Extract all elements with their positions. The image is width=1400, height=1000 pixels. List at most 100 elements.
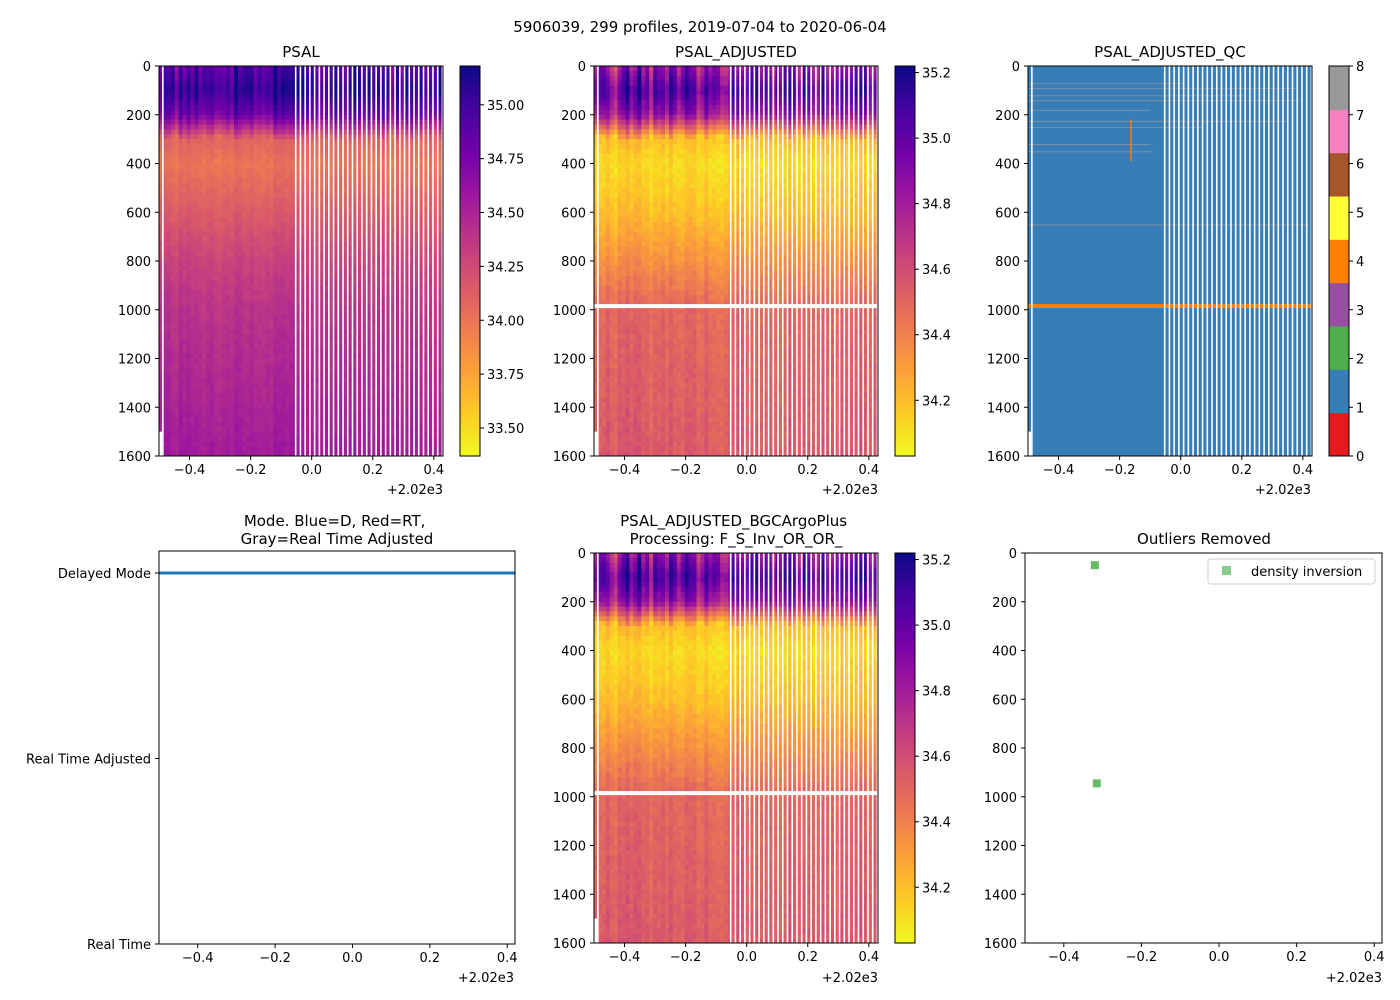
heat-cell bbox=[237, 265, 243, 272]
heat-cell bbox=[257, 153, 263, 160]
heat-cell bbox=[245, 251, 251, 257]
heat-cell bbox=[253, 85, 259, 91]
heat-cell bbox=[162, 324, 168, 330]
heat-cell bbox=[261, 363, 267, 369]
heat-cell bbox=[214, 290, 219, 296]
heat-cell bbox=[356, 178, 361, 184]
heat-cell bbox=[324, 256, 330, 262]
heat-cell bbox=[222, 163, 227, 169]
heat-cell bbox=[162, 114, 168, 121]
heat-cell bbox=[265, 426, 271, 433]
heat-cell bbox=[328, 339, 334, 345]
heat-cell bbox=[222, 246, 227, 252]
heat-cell bbox=[198, 304, 203, 311]
heat-cell bbox=[269, 207, 274, 213]
heat-cell bbox=[324, 392, 330, 399]
heat-cell bbox=[320, 441, 326, 447]
heat-cell bbox=[257, 80, 263, 87]
heat-cell bbox=[375, 368, 381, 374]
heat-cell bbox=[281, 173, 286, 179]
heat-cell bbox=[324, 363, 330, 369]
heat-cell bbox=[324, 183, 330, 189]
heat-cell bbox=[277, 202, 282, 208]
heat-cell bbox=[368, 217, 373, 223]
heat-cell bbox=[301, 373, 306, 379]
heat-cell bbox=[277, 334, 282, 340]
heat-cell bbox=[230, 368, 235, 374]
heat-cell bbox=[348, 114, 353, 121]
heat-cell bbox=[348, 348, 353, 355]
heat-cell bbox=[269, 187, 274, 194]
heat-cell bbox=[356, 387, 361, 394]
heat-cell bbox=[332, 100, 338, 106]
heat-cell bbox=[273, 197, 278, 204]
heat-cell bbox=[328, 222, 334, 228]
heat-cell bbox=[210, 300, 215, 306]
heat-cell bbox=[344, 358, 349, 364]
heat-cell bbox=[174, 197, 180, 204]
heat-cell bbox=[344, 270, 349, 277]
heat-cell bbox=[214, 304, 219, 311]
heat-cell bbox=[301, 129, 306, 135]
heat-cell bbox=[178, 451, 184, 456]
heat-cell bbox=[368, 173, 373, 179]
heat-cell bbox=[277, 66, 282, 72]
heat-cell bbox=[178, 144, 184, 150]
heat-cell bbox=[233, 178, 239, 184]
heat-cell bbox=[344, 314, 349, 321]
heat-cell bbox=[253, 270, 259, 277]
heat-cell bbox=[277, 173, 282, 179]
heat-cell bbox=[178, 334, 184, 340]
heat-cell bbox=[301, 256, 306, 262]
heat-cell bbox=[269, 197, 274, 204]
heat-cell bbox=[348, 80, 353, 87]
heat-cell bbox=[226, 168, 231, 174]
heat-cell bbox=[304, 314, 310, 321]
heat-cell bbox=[249, 80, 255, 87]
heat-cell bbox=[352, 217, 357, 223]
heat-cell bbox=[379, 358, 385, 364]
heat-cell bbox=[166, 421, 172, 428]
heat-cell bbox=[285, 158, 290, 165]
heat-cell bbox=[301, 85, 306, 91]
heat-cell bbox=[241, 265, 247, 272]
heat-cell bbox=[304, 446, 310, 452]
heat-cell bbox=[226, 343, 231, 350]
heat-cell bbox=[194, 426, 200, 433]
heat-cell bbox=[265, 105, 271, 111]
heat-cell bbox=[265, 124, 271, 130]
heat-cell bbox=[261, 407, 267, 413]
heat-cell bbox=[391, 441, 397, 447]
heat-cell bbox=[375, 314, 381, 321]
heat-cell bbox=[257, 368, 263, 374]
heat-cell bbox=[297, 173, 302, 179]
heat-cell bbox=[170, 192, 176, 199]
heat-cell bbox=[403, 212, 409, 218]
heat-cell bbox=[253, 392, 259, 399]
heat-cell bbox=[249, 382, 255, 389]
heat-cell bbox=[174, 173, 180, 179]
heat-cell bbox=[214, 139, 219, 145]
heat-cell bbox=[194, 80, 200, 87]
heat-cell bbox=[218, 139, 223, 145]
heat-cell bbox=[237, 178, 243, 184]
heat-cell bbox=[265, 290, 271, 296]
heat-cell bbox=[214, 217, 219, 223]
heat-cell bbox=[328, 236, 334, 243]
heat-cell bbox=[273, 402, 278, 408]
heat-cell bbox=[375, 334, 381, 340]
heat-cell bbox=[159, 275, 164, 282]
heat-cell bbox=[289, 358, 294, 364]
heat-cell bbox=[190, 168, 196, 174]
heat-cell bbox=[186, 363, 192, 369]
heat-cell bbox=[391, 105, 397, 111]
heat-cell bbox=[375, 402, 381, 408]
heat-cell bbox=[308, 417, 314, 423]
heat-cell bbox=[281, 80, 286, 87]
heat-cell bbox=[206, 95, 211, 101]
heat-cell bbox=[178, 348, 184, 355]
heat-cell bbox=[399, 309, 405, 316]
heat-cell bbox=[241, 373, 247, 379]
heat-cell bbox=[379, 451, 385, 456]
heat-cell bbox=[379, 275, 385, 282]
